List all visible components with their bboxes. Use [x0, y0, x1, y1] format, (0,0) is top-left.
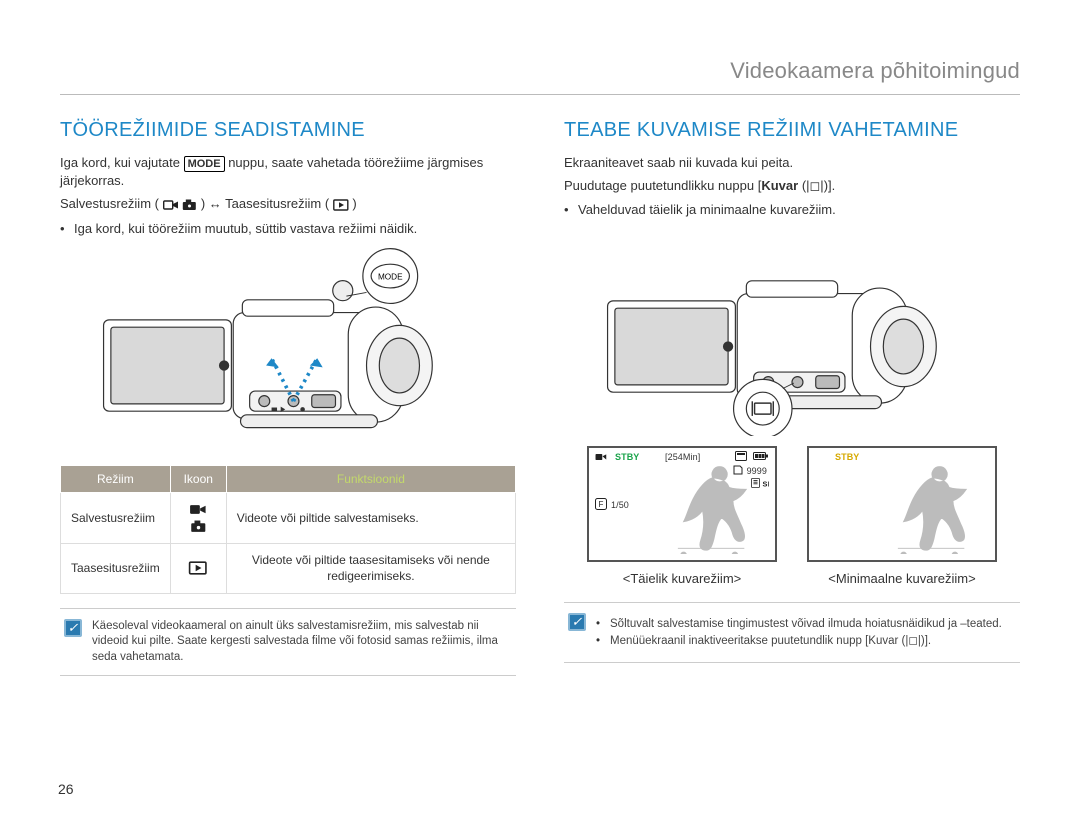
left-intro: Iga kord, kui vajutate MODE nuppu, saate…	[60, 154, 516, 190]
skater-silhouette	[669, 459, 757, 554]
right-p2: Puudutage puutetundlikku nuppu [Kuvar (|…	[564, 177, 1020, 195]
right-heading: TEABE KUVAMISE REŽIIMI VAHETAMINE	[564, 117, 1020, 144]
screen-full-label: <Täielik kuvarežiim>	[587, 570, 777, 588]
full-display-block: STBY [254Min] 9999	[587, 446, 777, 588]
cell-mode-func: Videote või piltide taasesitamiseks või …	[226, 544, 515, 593]
playback-icon	[333, 196, 349, 214]
bold-kuvar: Kuvar	[761, 178, 798, 193]
page-number: 26	[58, 780, 74, 799]
osd-stby: STBY	[615, 451, 639, 463]
playback-icon	[188, 561, 208, 577]
camera-illustration-mode: MODE	[60, 245, 516, 455]
mode-table: Režiim Ikoon Funktsioonid Salvestusrežii…	[60, 465, 516, 593]
info-icon: ✓	[568, 613, 586, 631]
videocam-icon	[189, 502, 207, 518]
breadcrumb: Videokaamera põhitoimingud	[60, 56, 1020, 95]
left-column: TÖÖREŽIIMIDE SEADISTAMINE Iga kord, kui …	[60, 117, 516, 676]
screen-comparison: STBY [254Min] 9999	[564, 446, 1020, 588]
min-display-block: STBY <Minimaalne kuvarežiim>	[807, 446, 997, 588]
right-p1: Ekraaniteavet saab nii kuvada kui peita.	[564, 154, 1020, 172]
th-func: Funktsioonid	[226, 466, 515, 493]
note-body: Käesoleval videokaameral on ainult üks s…	[92, 619, 512, 666]
screen-min-label: <Minimaalne kuvarežiim>	[807, 570, 997, 588]
right-note: ✓ Sõltuvalt salvestamise tingimustest võ…	[564, 602, 1020, 663]
mode-callout-label: MODE	[378, 273, 403, 282]
list-item: Menüüekraanil inaktiveeritakse puutetund…	[596, 634, 1016, 650]
right-bullets: Vahelduvad täielik ja minimaalne kuvarež…	[564, 201, 1020, 219]
info-icon: ✓	[64, 619, 82, 637]
text: )	[352, 196, 356, 211]
list-item: Iga kord, kui töörežiim muutub, süttib v…	[60, 220, 516, 238]
th-icon: Ikoon	[170, 466, 226, 493]
camera-icon	[182, 196, 197, 214]
text: Iga kord, kui vajutate	[60, 155, 184, 170]
camera-icon	[190, 519, 207, 535]
cell-mode-func: Videote või piltide salvestamiseks.	[226, 493, 515, 544]
cell-mode-icon	[170, 544, 226, 593]
th-mode: Režiim	[61, 466, 171, 493]
screen-full: STBY [254Min] 9999	[587, 446, 777, 562]
left-note: ✓ Käesoleval videokaameral on ainult üks…	[60, 608, 516, 677]
table-row: Salvestusrežiim Videote või piltide salv…	[61, 493, 516, 544]
cell-mode-name: Salvestusrežiim	[61, 493, 171, 544]
text: (|◻|)	[798, 178, 828, 193]
osd-stby: STBY	[835, 451, 859, 463]
videocam-icon	[163, 196, 179, 214]
screen-min: STBY	[807, 446, 997, 562]
left-bullets: Iga kord, kui töörežiim muutub, süttib v…	[60, 220, 516, 238]
camera-illustration-kuvar	[564, 226, 1020, 436]
text: Puudutage puutetundlikku nuppu [	[564, 178, 761, 193]
text: Salvestusrežiim (	[60, 196, 163, 211]
list-item: Vahelduvad täielik ja minimaalne kuvarež…	[564, 201, 1020, 219]
f-indicator-icon: F	[595, 498, 607, 513]
list-item: Sõltuvalt salvestamise tingimustest võiv…	[596, 617, 1016, 633]
cell-mode-icon	[170, 493, 226, 544]
right-column: TEABE KUVAMISE REŽIIMI VAHETAMINE Ekraan…	[564, 117, 1020, 676]
text: ].	[828, 178, 835, 193]
text: ) ↔ Taasesitusrežiim (	[201, 196, 333, 211]
left-heading: TÖÖREŽIIMIDE SEADISTAMINE	[60, 117, 516, 144]
table-row: Taasesitusrežiim Videote või piltide taa…	[61, 544, 516, 593]
right-note-list: Sõltuvalt salvestamise tingimustest võiv…	[596, 617, 1016, 650]
svg-text:SD: SD	[762, 480, 769, 489]
rec-mode-icon	[595, 452, 607, 465]
svg-text:F: F	[599, 500, 604, 509]
osd-scale: 1/50	[611, 499, 629, 511]
cell-mode-name: Taasesitusrežiim	[61, 544, 171, 593]
skater-silhouette	[889, 459, 977, 554]
mode-chip: MODE	[184, 156, 225, 172]
mode-sequence-line: Salvestusrežiim ( ) ↔ Taasesitusrežiim (…	[60, 195, 516, 213]
